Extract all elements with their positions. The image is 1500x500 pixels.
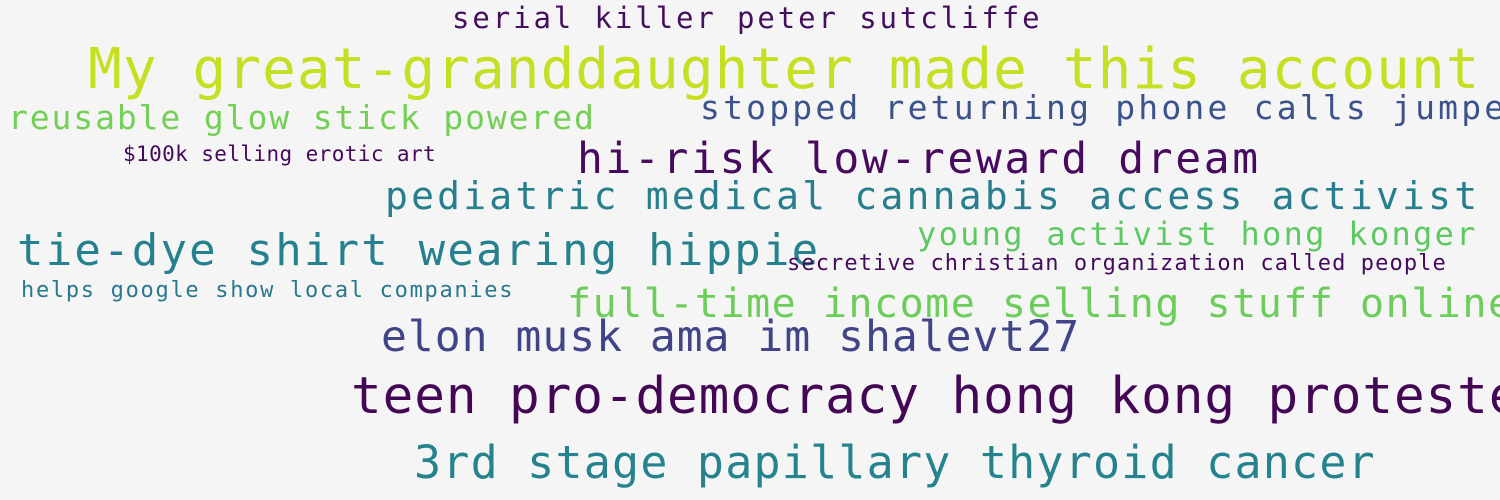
phrase-selling-online: full-time income selling stuff online (567, 281, 1500, 327)
phrase-hong-konger: young activist hong konger (917, 215, 1478, 253)
phrase-erotic-art: $100k selling erotic art (123, 142, 437, 166)
phrase-thyroid: 3rd stage papillary thyroid cancer (414, 436, 1376, 489)
phrase-cannabis: pediatric medical cannabis access activi… (385, 174, 1481, 218)
phrase-protester: teen pro-democracy hong kong protester (351, 367, 1500, 426)
phrase-phone-calls: stopped returning phone calls jumped (700, 88, 1500, 127)
phrase-christian-org: secretive christian organization called … (787, 251, 1447, 276)
phrase-elon-musk: elon musk ama im shalevt27 (381, 312, 1081, 362)
phrase-google: helps google show local companies (21, 278, 515, 303)
phrase-serial-killer: serial killer peter sutcliffe (452, 1, 1043, 35)
phrase-glow-stick: reusable glow stick powered (8, 98, 596, 137)
phrase-hippie: tie-dye shirt wearing hippie (17, 225, 821, 276)
phrase-great-granddaughter: My great-granddaughter made this account (88, 37, 1481, 102)
phrase-hi-risk: hi-risk low-reward dream (577, 134, 1261, 184)
